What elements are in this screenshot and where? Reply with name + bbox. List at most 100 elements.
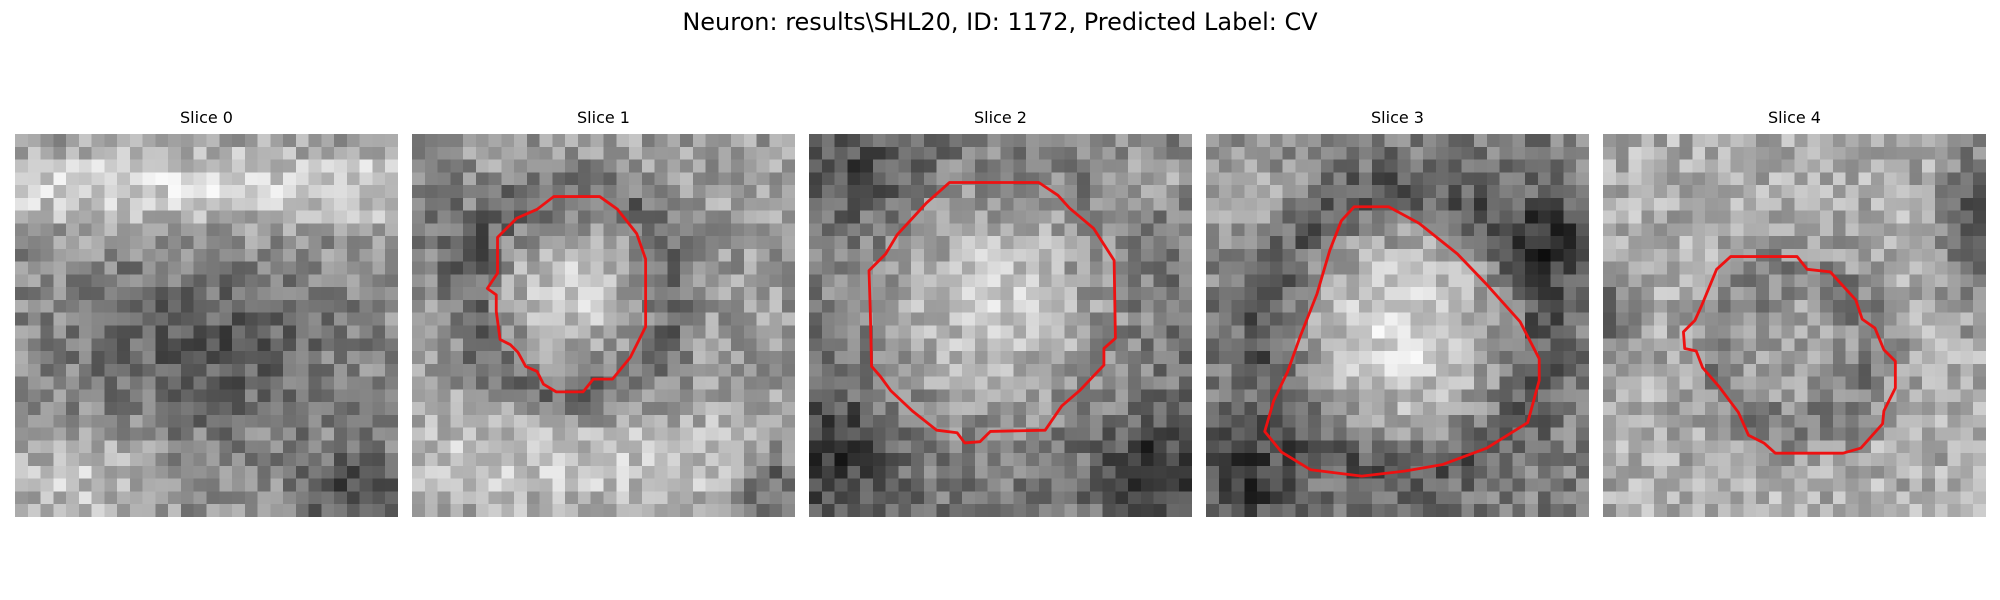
image-pixel xyxy=(1013,134,1027,148)
image-pixel xyxy=(1371,504,1385,517)
image-pixel xyxy=(1641,440,1655,454)
image-pixel xyxy=(450,287,464,301)
image-pixel xyxy=(1756,363,1770,377)
image-pixel xyxy=(680,376,694,390)
image-pixel xyxy=(641,389,655,403)
image-pixel xyxy=(1179,261,1192,275)
image-pixel xyxy=(654,134,668,148)
image-pixel xyxy=(1026,376,1040,390)
image-pixel xyxy=(1563,261,1577,275)
image-pixel xyxy=(1077,351,1091,365)
image-pixel xyxy=(1461,210,1475,224)
image-pixel xyxy=(834,504,848,517)
image-pixel xyxy=(1282,134,1296,148)
image-pixel xyxy=(526,223,540,237)
image-pixel xyxy=(1423,389,1437,403)
image-pixel xyxy=(911,453,925,467)
image-pixel xyxy=(463,134,477,148)
image-pixel xyxy=(1474,478,1488,492)
image-pixel xyxy=(692,197,706,211)
image-pixel xyxy=(718,427,732,441)
image-pixel xyxy=(1692,185,1706,199)
image-pixel xyxy=(1000,504,1014,517)
image-pixel xyxy=(821,223,835,237)
image-pixel xyxy=(756,312,770,326)
image-pixel xyxy=(1679,236,1693,250)
image-pixel xyxy=(1320,299,1334,313)
image-pixel xyxy=(1563,389,1577,403)
image-pixel xyxy=(1269,274,1283,288)
image-pixel xyxy=(501,414,515,428)
image-pixel xyxy=(15,504,29,517)
image-pixel xyxy=(1115,172,1129,186)
image-pixel xyxy=(1333,287,1347,301)
image-pixel xyxy=(1435,287,1449,301)
image-pixel xyxy=(1692,134,1706,148)
image-pixel xyxy=(590,338,604,352)
image-pixel xyxy=(372,172,386,186)
image-pixel xyxy=(1537,453,1551,467)
image-pixel xyxy=(885,453,899,467)
image-pixel xyxy=(1359,427,1373,441)
image-pixel xyxy=(1896,478,1910,492)
image-pixel xyxy=(1563,274,1577,288)
image-pixel xyxy=(295,248,309,262)
image-pixel xyxy=(1461,338,1475,352)
image-pixel xyxy=(359,376,373,390)
image-pixel xyxy=(193,402,207,416)
image-pixel xyxy=(1051,312,1065,326)
image-pixel xyxy=(1435,261,1449,275)
image-pixel xyxy=(705,134,719,148)
image-pixel xyxy=(923,427,937,441)
image-pixel xyxy=(1692,465,1706,479)
image-pixel xyxy=(809,402,823,416)
image-pixel xyxy=(769,453,783,467)
image-pixel xyxy=(1909,414,1923,428)
image-pixel xyxy=(834,210,848,224)
image-pixel xyxy=(577,440,591,454)
image-pixel xyxy=(1858,478,1872,492)
image-pixel xyxy=(1410,389,1424,403)
image-pixel xyxy=(552,210,566,224)
image-pixel xyxy=(463,159,477,173)
image-pixel xyxy=(1641,274,1655,288)
image-pixel xyxy=(1474,414,1488,428)
image-pixel xyxy=(1807,402,1821,416)
image-pixel xyxy=(1679,159,1693,173)
image-pixel xyxy=(117,159,131,173)
image-pixel xyxy=(412,351,426,365)
image-pixel xyxy=(1499,146,1513,160)
image-pixel xyxy=(1333,389,1347,403)
image-pixel xyxy=(244,185,258,199)
image-pixel xyxy=(295,197,309,211)
image-pixel xyxy=(552,402,566,416)
image-pixel xyxy=(847,376,861,390)
image-pixel xyxy=(501,223,515,237)
image-pixel xyxy=(308,261,322,275)
image-pixel xyxy=(27,325,41,339)
image-pixel xyxy=(1179,299,1192,313)
image-pixel xyxy=(1628,248,1642,262)
image-pixel xyxy=(1474,351,1488,365)
image-pixel xyxy=(1257,248,1271,262)
image-pixel xyxy=(1140,376,1154,390)
image-pixel xyxy=(1244,453,1258,467)
image-pixel xyxy=(1051,146,1065,160)
image-pixel xyxy=(257,376,271,390)
image-pixel xyxy=(590,478,604,492)
image-pixel xyxy=(450,134,464,148)
image-pixel xyxy=(1666,172,1680,186)
image-pixel xyxy=(847,134,861,148)
image-pixel xyxy=(1077,312,1091,326)
image-pixel xyxy=(104,402,118,416)
image-pixel xyxy=(1896,248,1910,262)
image-pixel xyxy=(206,287,220,301)
image-pixel xyxy=(1909,248,1923,262)
image-pixel xyxy=(1359,363,1373,377)
image-pixel xyxy=(1346,491,1360,505)
image-pixel xyxy=(1603,427,1617,441)
image-pixel xyxy=(155,338,169,352)
image-pixel xyxy=(1051,134,1065,148)
image-pixel xyxy=(372,325,386,339)
image-pixel xyxy=(91,236,105,250)
